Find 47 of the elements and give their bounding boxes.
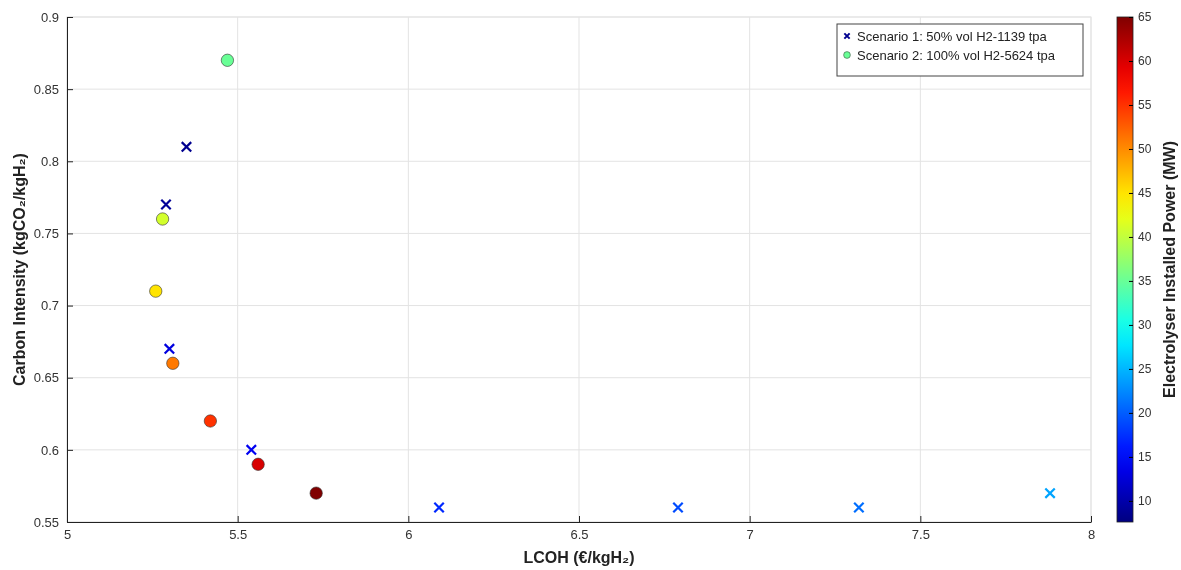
color-bar-label: 20 — [1138, 406, 1152, 421]
x-axis-title: LCOH (€/kgH₂) — [523, 549, 635, 566]
point — [166, 356, 180, 370]
point — [160, 198, 172, 211]
y-tick-label: 0.75 — [33, 226, 59, 242]
point — [163, 343, 176, 355]
x-tick-label: 6 — [405, 527, 413, 543]
y-tick-label: 0.65 — [33, 370, 59, 386]
point — [309, 486, 323, 500]
color-bar-label: 15 — [1138, 450, 1152, 465]
color-bar-label: 25 — [1138, 362, 1152, 377]
x-tick-label: 5 — [63, 527, 72, 543]
y-axis-title: Carbon Intensity (kgCO₂/kgH₂) — [11, 153, 28, 386]
legend-label: Scenario 1: 50% vol H2-1139 tpa — [857, 29, 1048, 44]
color-bar-label: 55 — [1138, 98, 1152, 113]
point — [433, 501, 445, 514]
point — [251, 457, 265, 471]
color-bar-title: Electrolyser Installed Power (MW) — [1161, 141, 1178, 398]
color-bar-label: 40 — [1138, 230, 1152, 245]
x-tick-label: 7.5 — [911, 527, 930, 543]
color-bar-label: 65 — [1138, 10, 1152, 25]
color-bar-label: 35 — [1138, 274, 1152, 289]
legend-label: Scenario 2: 100% vol H2-5624 tpa — [857, 48, 1056, 63]
x-tick-label: 5.5 — [229, 527, 248, 543]
point — [203, 414, 217, 428]
y-tick-label: 0.55 — [33, 514, 59, 530]
point — [156, 212, 170, 226]
point — [180, 141, 193, 153]
point — [245, 444, 258, 456]
point — [672, 501, 684, 514]
point — [220, 53, 234, 67]
color-bar-label: 30 — [1138, 318, 1152, 333]
color-bar-label: 60 — [1138, 54, 1152, 69]
point — [853, 501, 865, 514]
y-tick-label: 0.6 — [40, 442, 59, 458]
x-tick-label: 6.5 — [570, 527, 589, 543]
y-tick-label: 0.9 — [40, 9, 59, 25]
color-bar-label: 50 — [1138, 142, 1152, 157]
y-tick-label: 0.7 — [40, 298, 59, 314]
y-tick-label: 0.85 — [33, 81, 59, 97]
point — [149, 284, 163, 298]
color-bar-label: 10 — [1138, 494, 1152, 509]
y-tick-label: 0.8 — [40, 153, 59, 169]
x-tick-label: 7 — [746, 527, 754, 543]
x-tick-label: 8 — [1087, 527, 1096, 543]
point — [1044, 487, 1056, 499]
color-bar-label: 45 — [1138, 186, 1152, 201]
